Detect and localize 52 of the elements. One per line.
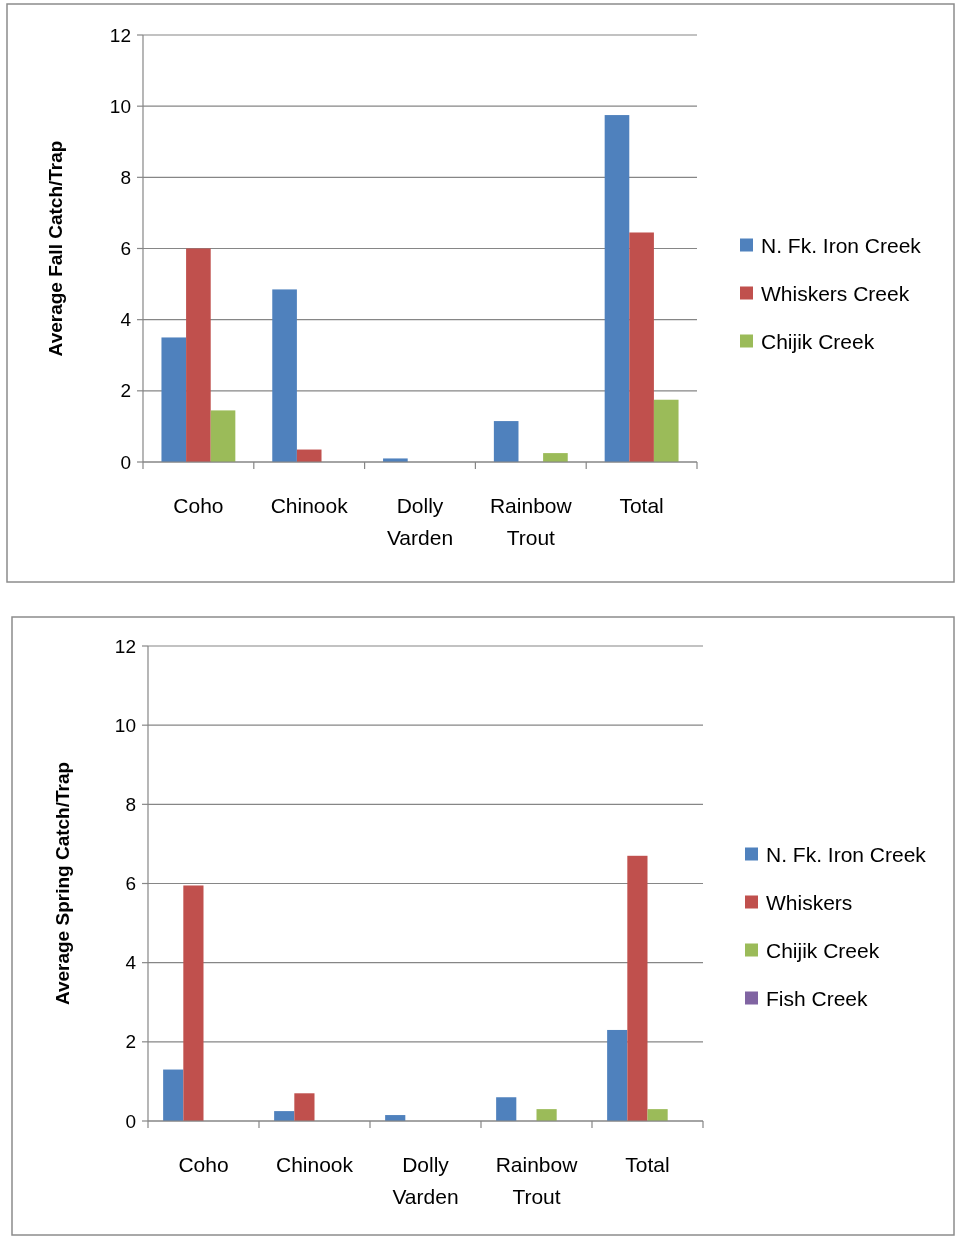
bar xyxy=(543,453,568,462)
bar xyxy=(536,1109,557,1121)
x-tick-label: Rainbow Trout xyxy=(495,1152,579,1208)
y-tick-label: 6 xyxy=(125,873,136,894)
bar xyxy=(604,115,630,462)
y-axis-title: Average Spring Catch/Trap xyxy=(51,761,73,1006)
y-tick-label: 8 xyxy=(120,166,131,188)
y-tick-label: 0 xyxy=(125,1110,136,1132)
y-tick-label: 4 xyxy=(120,309,132,331)
bar xyxy=(647,1109,668,1121)
x-tick-label: Coho xyxy=(178,1152,229,1176)
x-tick-label: Total xyxy=(619,493,664,517)
bar xyxy=(186,248,211,462)
y-tick-label: 0 xyxy=(120,451,131,473)
legend-label: Chijik Creek xyxy=(761,329,875,353)
bar xyxy=(496,1097,517,1121)
legend-label: Chijik Creek xyxy=(766,938,880,962)
bar xyxy=(210,410,236,462)
y-tick-label: 8 xyxy=(125,793,136,815)
y-tick-label: 2 xyxy=(120,380,131,402)
legend-label: Whiskers xyxy=(766,890,853,914)
y-tick-label: 12 xyxy=(109,24,131,46)
x-tick-label: Chinook xyxy=(275,1152,354,1176)
y-tick-label: 10 xyxy=(109,95,131,117)
bar xyxy=(294,1093,315,1121)
bar xyxy=(296,449,322,462)
x-tick-label: Rainbow Trout xyxy=(489,493,573,549)
bar xyxy=(274,1111,295,1121)
bar xyxy=(272,289,297,462)
legend-label: Whiskers Creek xyxy=(761,281,910,305)
y-tick-label: 6 xyxy=(120,238,131,259)
y-tick-label: 12 xyxy=(114,635,136,657)
bar xyxy=(161,337,187,462)
bar xyxy=(607,1029,628,1121)
bar xyxy=(163,1069,184,1121)
y-tick-label: 2 xyxy=(125,1031,136,1053)
bar xyxy=(493,421,519,462)
bar xyxy=(629,232,654,462)
x-tick-label: Coho xyxy=(173,493,224,517)
legend-label: N. Fk. Iron Creek xyxy=(761,233,922,257)
legend-label: Fish Creek xyxy=(766,986,869,1010)
bar xyxy=(653,399,679,462)
y-axis-title: Average Fall Catch/Trap xyxy=(44,140,66,357)
y-tick-label: 4 xyxy=(125,952,137,974)
x-tick-label: Dolly Varden xyxy=(392,1152,459,1208)
x-tick-label: Total xyxy=(625,1152,670,1176)
bar xyxy=(627,855,648,1121)
legend-label: N. Fk. Iron Creek xyxy=(766,842,927,866)
x-tick-label: Chinook xyxy=(270,493,349,517)
y-tick-label: 10 xyxy=(114,714,136,736)
bar xyxy=(183,885,204,1121)
x-tick-label: Dolly Varden xyxy=(386,493,454,549)
